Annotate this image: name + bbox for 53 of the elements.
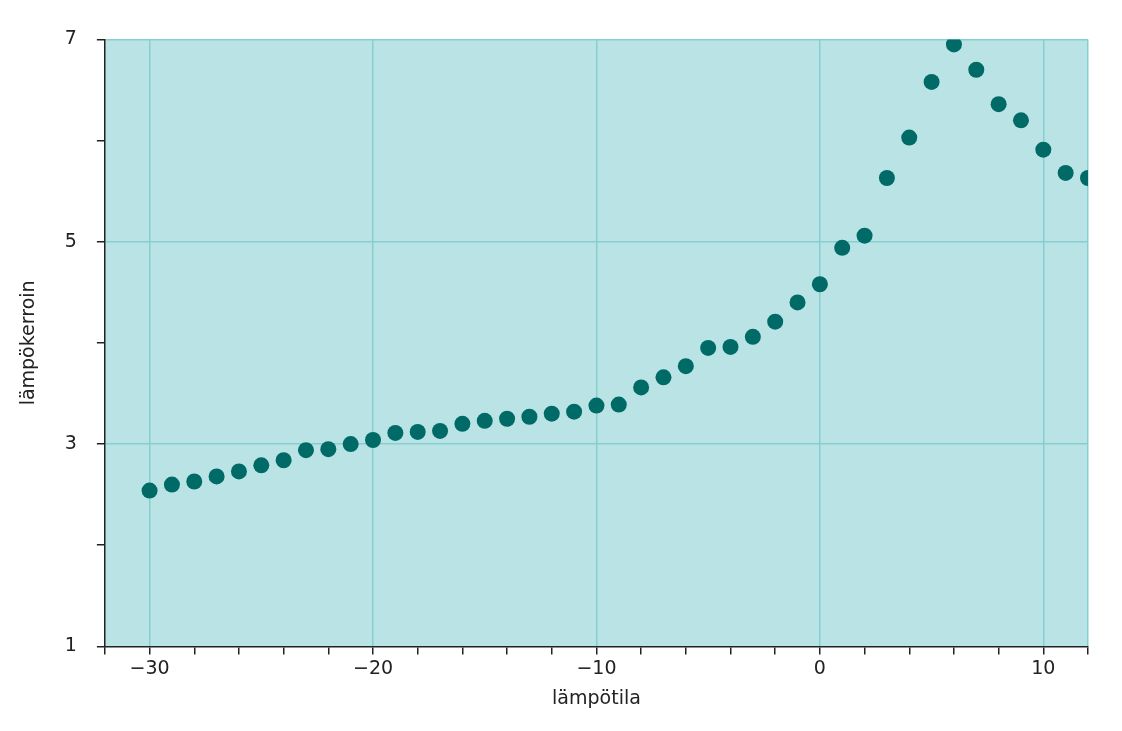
point <box>275 452 292 469</box>
point <box>878 170 895 186</box>
point <box>163 476 180 493</box>
point <box>610 396 627 413</box>
point <box>208 468 225 485</box>
point <box>990 96 1007 113</box>
point <box>677 358 694 375</box>
point <box>297 442 314 459</box>
point <box>342 436 359 453</box>
point <box>834 239 851 256</box>
x-tick-label: 10 <box>1031 655 1056 678</box>
point <box>700 339 717 356</box>
point <box>945 39 962 53</box>
point <box>633 379 650 396</box>
point <box>230 463 247 480</box>
x-axis-title: lämpötila <box>552 685 641 708</box>
point <box>744 328 761 345</box>
point <box>253 457 270 474</box>
point <box>1012 112 1029 129</box>
point <box>789 294 806 311</box>
point <box>521 408 538 425</box>
point <box>499 410 516 427</box>
point <box>141 482 158 499</box>
point <box>856 227 873 244</box>
y-tick-label: 3 <box>64 431 77 453</box>
point <box>365 432 382 449</box>
point <box>476 412 493 429</box>
point <box>1035 141 1052 158</box>
point <box>722 338 739 355</box>
point <box>432 422 449 439</box>
x-tick-label: −10 <box>576 655 617 678</box>
point <box>968 61 985 78</box>
point <box>320 441 337 458</box>
point <box>387 424 404 441</box>
y-tick-label: 1 <box>64 633 77 656</box>
y-tick-label: 5 <box>64 228 77 251</box>
point <box>811 276 828 293</box>
point <box>543 405 560 422</box>
y-axis-title: lämpökerroin <box>16 280 39 406</box>
x-tick-label: 0 <box>813 655 826 678</box>
point <box>655 369 672 386</box>
x-tick-label: −30 <box>129 655 170 678</box>
point <box>186 473 203 490</box>
point <box>454 415 471 432</box>
y-tick-label: 7 <box>64 26 77 49</box>
point <box>1057 164 1074 181</box>
point <box>901 129 918 146</box>
point <box>566 403 583 420</box>
point <box>923 73 940 90</box>
point <box>767 313 784 330</box>
point <box>588 397 605 414</box>
point <box>409 423 426 440</box>
x-tick-label: −20 <box>352 655 394 678</box>
